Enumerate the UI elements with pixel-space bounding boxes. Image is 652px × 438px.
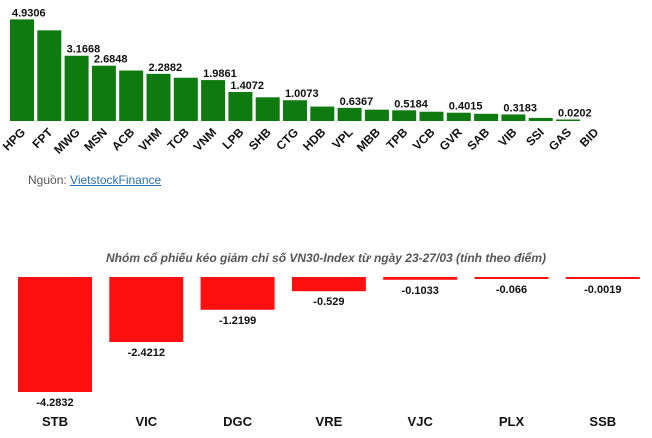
bar-shb [255, 97, 280, 121]
tick-label-mwg: MWG [51, 125, 83, 157]
data-label-ssb: -0.0019 [584, 284, 621, 296]
bar-lpb [228, 92, 253, 121]
bar-vjc [383, 277, 458, 280]
data-label-mwg: 3.1668 [67, 44, 101, 56]
bar-vib [501, 114, 526, 121]
tick-label-sab: SAB [464, 125, 492, 153]
data-label-gas: 0.0202 [558, 108, 592, 120]
tick-label-vnm: VNM [190, 125, 219, 154]
tick-label-ssb: SSB [589, 414, 616, 429]
tick-label-vre: VRE [316, 414, 343, 429]
tick-label-ssi: SSI [523, 125, 547, 149]
tick-label-acb: ACB [109, 125, 138, 154]
bar-dgc [200, 277, 275, 310]
bar-sab [474, 113, 499, 121]
tick-label-gvr: GVR [437, 125, 466, 154]
tick-label-hpg: HPG [0, 125, 28, 153]
data-label-lpb: 1.4072 [230, 80, 264, 92]
tick-label-gas: GAS [546, 125, 574, 153]
bar-hpg [10, 19, 34, 121]
tick-label-shb: SHB [246, 125, 274, 153]
bar-plx [474, 277, 549, 279]
bar-ctg [283, 100, 307, 121]
bar-vnm [201, 80, 226, 121]
bar-msn [91, 65, 116, 121]
bar-vre [291, 277, 366, 292]
bar-vpl [337, 107, 362, 121]
tick-label-msn: MSN [81, 125, 110, 154]
tick-label-vhm: VHM [136, 125, 165, 154]
tick-label-ctg: CTG [273, 125, 301, 153]
bar-tpb [392, 110, 417, 121]
data-label-vnm: 1.9861 [203, 68, 237, 80]
tick-label-stb: STB [42, 414, 68, 429]
bar-acb [119, 70, 144, 121]
data-label-ctg: 1.0073 [285, 88, 319, 100]
bar-gvr [446, 112, 471, 121]
top-losers-chart: -4.2832 STB -2.4212 VIC -1.2199 DGC -0.529 VRE -… [18, 277, 640, 429]
data-label-vjc: -0.1033 [402, 285, 439, 297]
tick-label-tpb: TPB [383, 125, 410, 152]
data-label-vic: -2.4212 [128, 347, 165, 359]
tick-label-bid: BID [577, 125, 602, 150]
tick-label-lpb: LPB [220, 125, 247, 152]
bar-vcb [419, 111, 444, 121]
tick-label-vpl: VPL [329, 125, 355, 151]
data-label-vib: 0.3183 [503, 102, 537, 114]
data-label-dgc: -1.2199 [219, 315, 256, 327]
bar-tcb [173, 77, 198, 121]
tick-label-vjc: VJC [408, 414, 434, 429]
bar-vhm [146, 73, 171, 121]
bar-vic [109, 277, 184, 343]
data-label-vre: -0.529 [313, 296, 344, 308]
data-label-plx: -0.066 [496, 284, 527, 296]
data-label-vhm: 2.2882 [149, 62, 183, 74]
bar-fpt [37, 30, 62, 121]
data-label-stb: -4.2832 [36, 397, 73, 409]
data-label-msn: 2.6848 [94, 54, 128, 66]
data-label-vpl: 0.6367 [340, 96, 374, 108]
tick-label-tcb: TCB [165, 125, 193, 153]
bar-mwg [64, 55, 89, 121]
tick-label-plx: PLX [499, 414, 525, 429]
source-prefix: Nguồn: [28, 173, 71, 187]
tick-label-vib: VIB [495, 125, 519, 149]
data-label-gvr: 0.4015 [449, 101, 483, 113]
bar-ssi [528, 117, 553, 121]
tick-label-dgc: DGC [223, 414, 253, 429]
data-label-tpb: 0.5184 [394, 98, 429, 110]
tick-label-vic: VIC [135, 414, 157, 429]
source-link[interactable]: VietstockFinance [70, 173, 162, 187]
bar-ssb [565, 277, 640, 279]
bar-mbb [364, 109, 389, 121]
source-note: Nguồn: VietstockFinance [28, 173, 161, 187]
data-label-hpg: 4.9306 [12, 7, 46, 19]
tick-label-hdb: HDB [300, 125, 329, 154]
bar-gas [556, 119, 580, 121]
tick-label-mbb: MBB [354, 125, 383, 154]
bar-stb [18, 277, 92, 392]
chart-title: Nhóm cổ phiếu kéo giảm chỉ số VN30-Index… [106, 251, 546, 265]
bar-hdb [310, 106, 335, 121]
tick-label-vcb: VCB [410, 125, 438, 153]
